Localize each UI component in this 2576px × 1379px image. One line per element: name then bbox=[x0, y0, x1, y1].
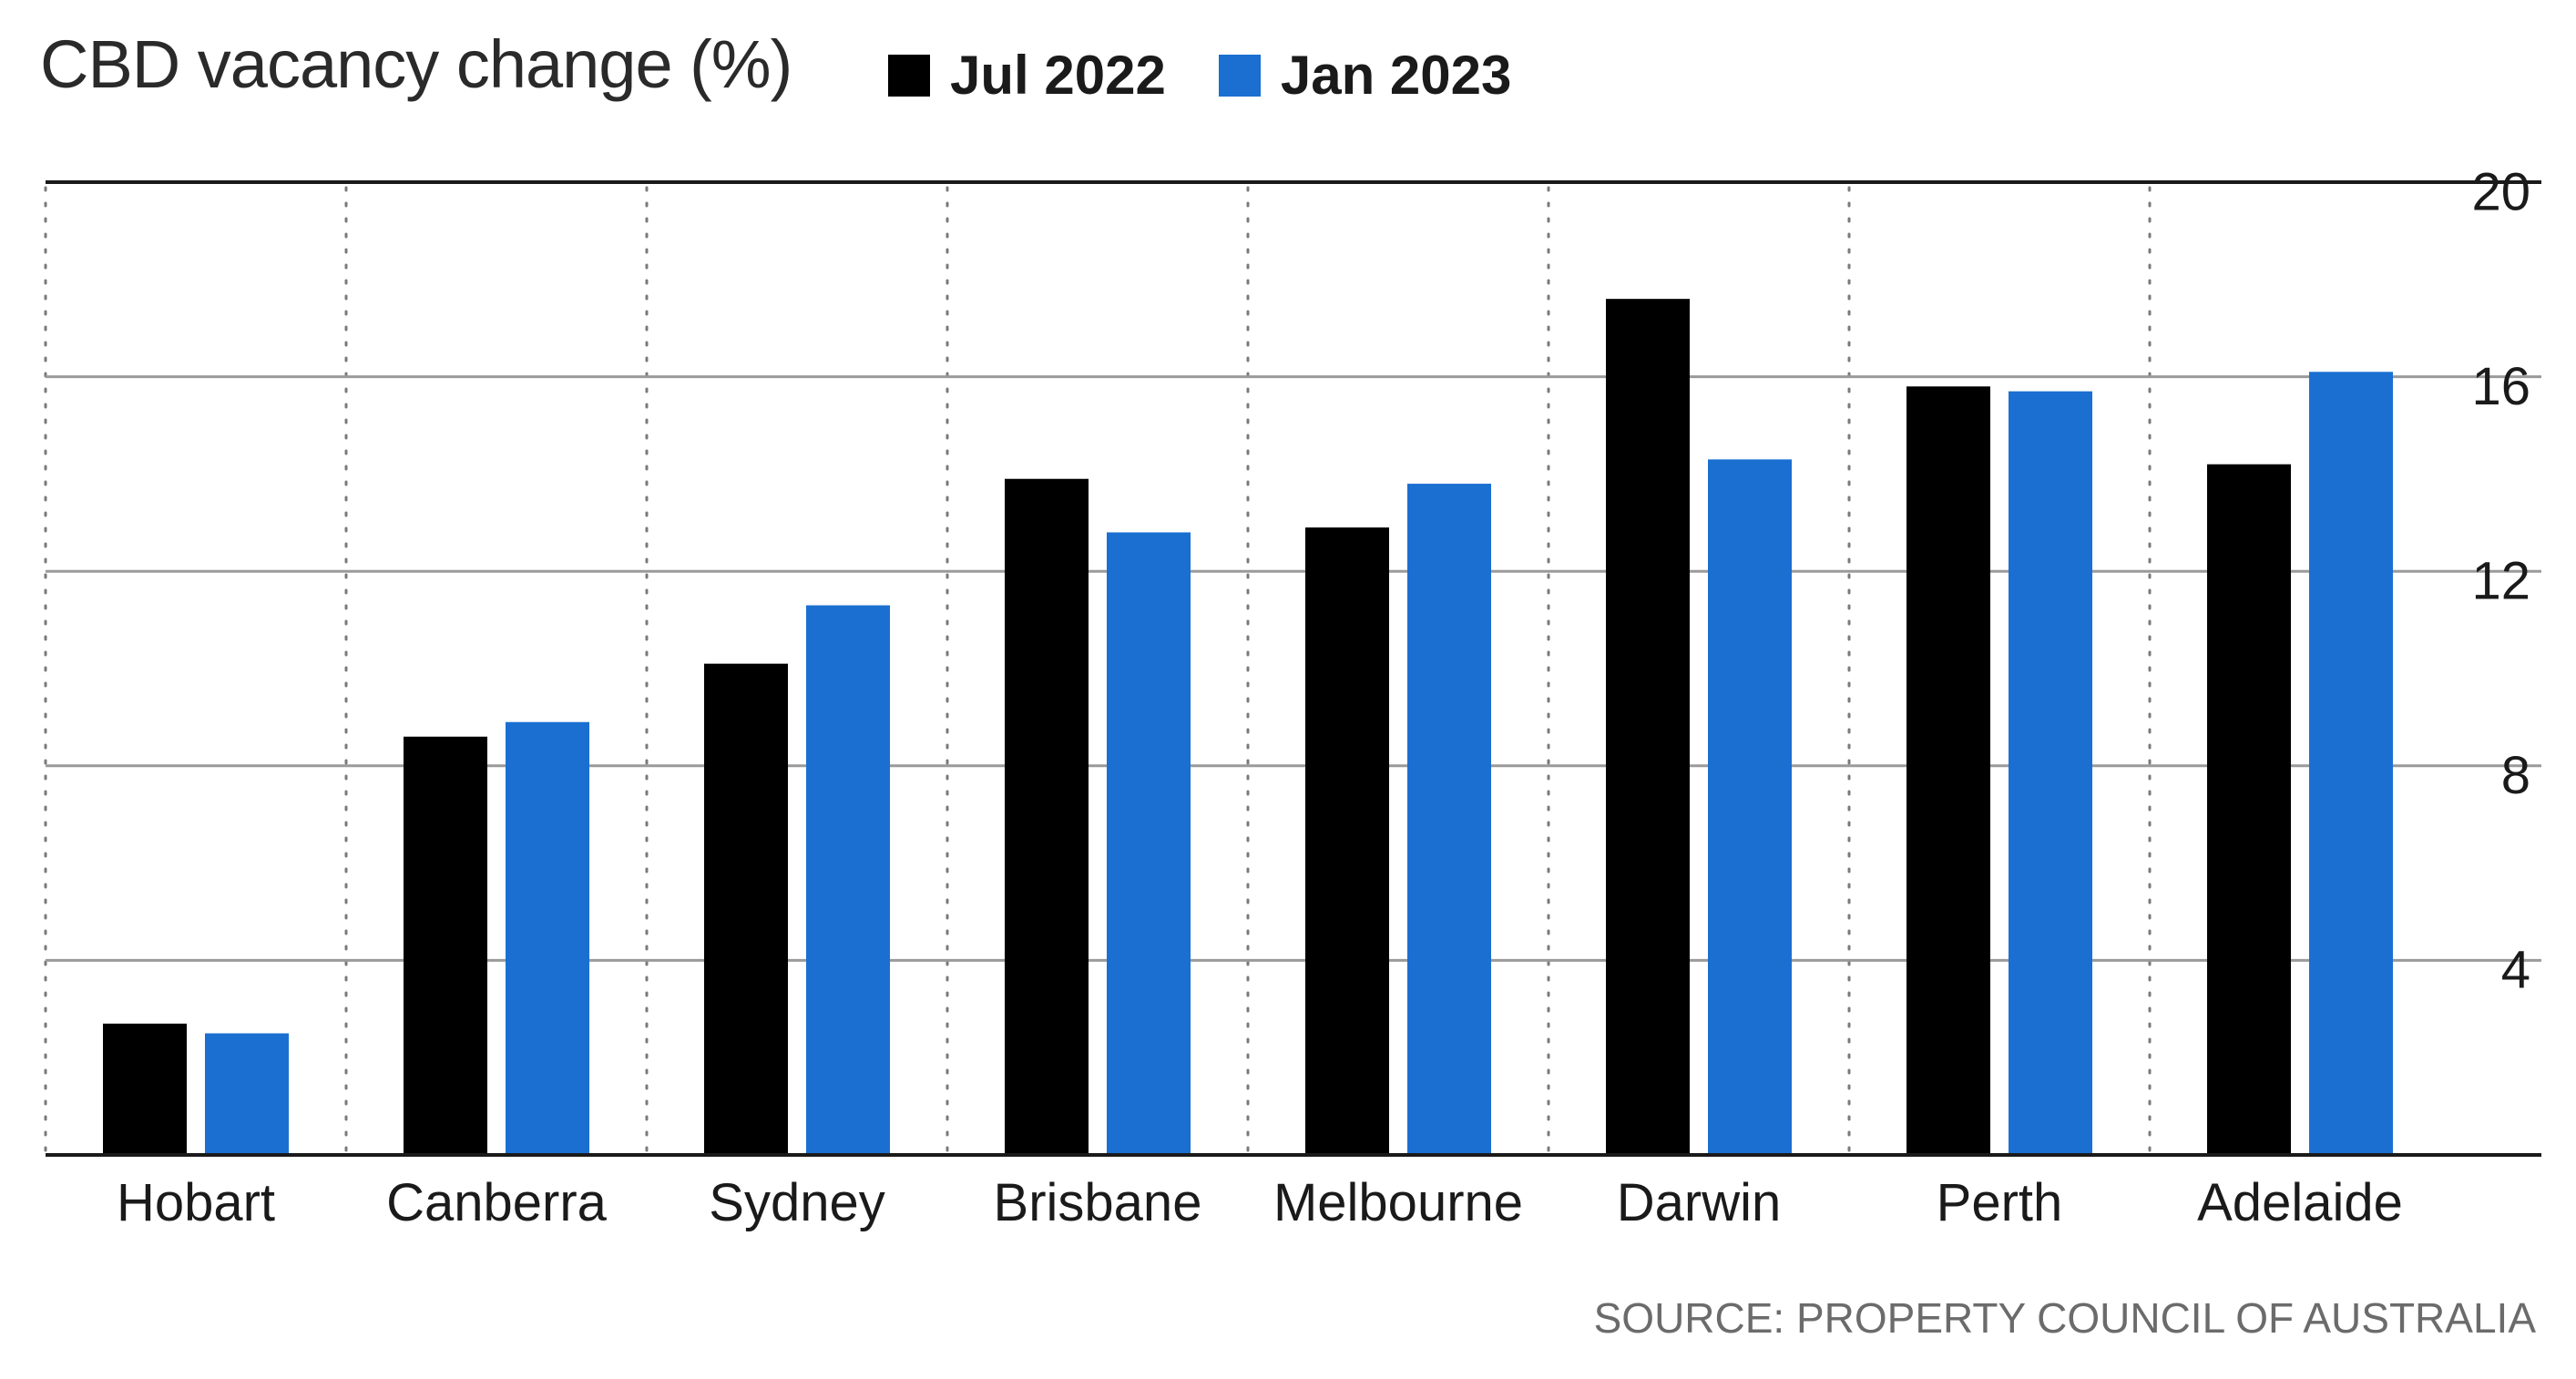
chart-title: CBD vacancy change (%) bbox=[40, 26, 792, 102]
bar-canberra-jul-2022 bbox=[404, 736, 487, 1155]
bar-darwin-jul-2022 bbox=[1606, 299, 1690, 1155]
bar-brisbane-jul-2022 bbox=[1005, 478, 1089, 1155]
bar-melbourne-jul-2022 bbox=[1305, 527, 1389, 1155]
y-tick-label: 16 bbox=[2471, 357, 2530, 416]
bar-melbourne-jan-2023 bbox=[1407, 484, 1491, 1155]
source-note: SOURCE: PROPERTY COUNCIL OF AUSTRALIA bbox=[1593, 1294, 2536, 1342]
bar-canberra-jan-2023 bbox=[506, 721, 589, 1155]
bar-darwin-jan-2023 bbox=[1708, 459, 1792, 1155]
y-tick-label: 20 bbox=[2471, 162, 2530, 221]
bar-hobart-jan-2023 bbox=[205, 1033, 289, 1155]
legend-label-jul-2022: Jul 2022 bbox=[950, 45, 1166, 106]
bar-brisbane-jan-2023 bbox=[1107, 532, 1191, 1155]
bar-perth-jul-2022 bbox=[1906, 386, 1990, 1155]
x-tick-label: Perth bbox=[1937, 1173, 2063, 1232]
y-tick-label: 12 bbox=[2471, 552, 2530, 611]
x-tick-label: Melbourne bbox=[1273, 1173, 1523, 1232]
legend-swatch-jul-2022 bbox=[888, 54, 930, 97]
legend-item-jul-2022: Jul 2022 bbox=[888, 44, 1166, 107]
y-tick-label: 4 bbox=[2501, 941, 2530, 1000]
legend-swatch-jan-2023 bbox=[1218, 54, 1261, 97]
legend: Jul 2022 Jan 2023 bbox=[888, 44, 1511, 107]
bar-adelaide-jan-2023 bbox=[2309, 372, 2393, 1155]
x-tick-label: Brisbane bbox=[994, 1173, 1202, 1232]
bar-hobart-jul-2022 bbox=[103, 1023, 187, 1155]
bar-perth-jan-2023 bbox=[2009, 391, 2092, 1155]
x-tick-label: Canberra bbox=[386, 1173, 608, 1232]
legend-item-jan-2023: Jan 2023 bbox=[1218, 44, 1512, 107]
x-tick-label: Sydney bbox=[709, 1173, 884, 1232]
legend-label-jan-2023: Jan 2023 bbox=[1280, 45, 1512, 106]
bar-sydney-jul-2022 bbox=[704, 663, 788, 1155]
y-tick-label: 8 bbox=[2501, 746, 2530, 805]
x-tick-label: Hobart bbox=[117, 1173, 275, 1232]
x-tick-label: Darwin bbox=[1617, 1173, 1782, 1232]
x-tick-label: Adelaide bbox=[2197, 1173, 2403, 1232]
bar-sydney-jan-2023 bbox=[806, 605, 890, 1155]
bar-adelaide-jul-2022 bbox=[2207, 464, 2291, 1156]
